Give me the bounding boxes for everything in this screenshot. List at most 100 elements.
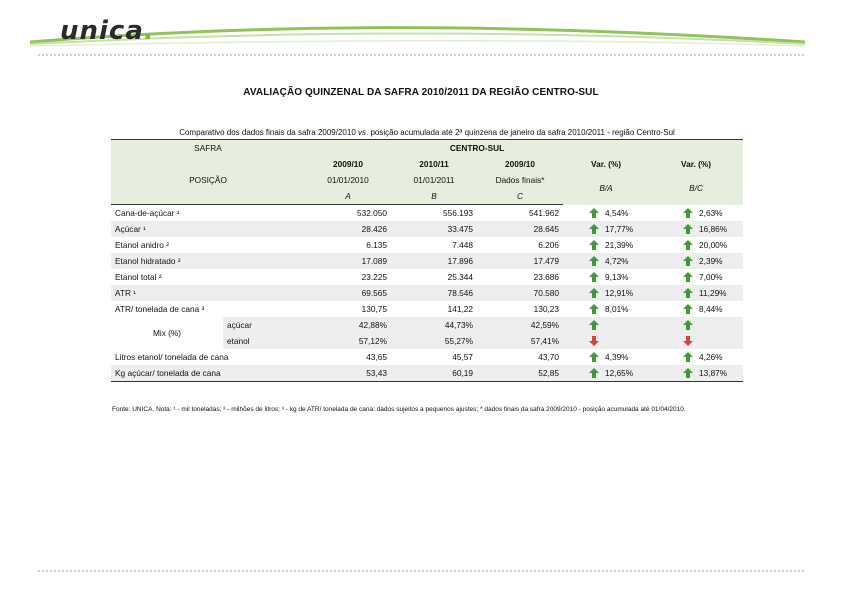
header-col-c-letter: C [477, 188, 564, 205]
value-b: 25.344 [447, 272, 474, 282]
table-body: Cana-de-açúcar ¹ 532.050 556.193 541.962 4,5… [111, 205, 744, 382]
arrow-up-icon [683, 320, 694, 330]
value-a: 17.089 [305, 253, 392, 269]
value-b: 44,73% [391, 317, 478, 333]
arrow-up-icon [683, 352, 694, 362]
row-label: ATR/ tonelada de cana ³ [115, 304, 205, 314]
value-a: 130,75 [361, 304, 388, 314]
value-b: 45,57 [452, 352, 474, 362]
var-b-a: 17,77% [563, 221, 650, 237]
var-b-c-value: 13,87% [699, 368, 728, 378]
header-swoosh-graphic [29, 26, 806, 47]
table-header: SAFRA CENTRO-SUL 2009/10 2010/11 2009/10… [111, 139, 744, 205]
table-caption: Comparativo dos dados finais da safra 20… [112, 128, 742, 137]
var-b-c: 7,00% [649, 269, 743, 285]
value-a: 57,12% [305, 333, 392, 349]
header-col-a-letter: A [305, 188, 392, 205]
var-b-c: 16,86% [649, 221, 744, 237]
caption-part2: . posição acumulada até 2ª quinzena de j… [366, 128, 675, 137]
unica-logo: unica. [60, 16, 155, 46]
value-a: 69.565 [305, 285, 392, 301]
value-a: 53,43 [305, 365, 392, 382]
var-b-a [563, 317, 650, 333]
var-b-c: 13,87% [649, 365, 744, 382]
var-b-c-value: 2,39% [699, 256, 723, 266]
var-b-c: 4,26% [649, 349, 743, 365]
page-title: AVALIAÇÃO QUINZENAL DA SAFRA 2010/2011 D… [243, 87, 599, 98]
arrow-up-icon [589, 368, 600, 378]
value-a: 23.225 [361, 272, 388, 282]
header-group: CENTRO-SUL [391, 139, 564, 156]
arrow-up-icon [683, 368, 694, 378]
header-var1: Var. (%) [563, 156, 650, 172]
value-b: 78.546 [391, 285, 478, 301]
var-b-a: 9,13% [563, 269, 649, 285]
header-col-b-date: 01/01/2011 [391, 172, 478, 188]
table-row: Cana-de-açúcar ¹ 532.050 556.193 541.962 4,5… [111, 205, 743, 222]
arrow-up-icon [589, 240, 600, 250]
header-col-c-date: Dados finais* [477, 172, 564, 188]
var-b-c-value: 20,00% [699, 240, 728, 250]
var-b-a: 12,91% [563, 285, 650, 301]
var-b-c-value: 16,86% [699, 224, 728, 234]
table-row: Etanol anidro ² 6.135 7.448 6.206 21,39% 20,0… [111, 237, 743, 253]
var-b-c-value: 4,26% [699, 352, 723, 362]
arrow-up-icon [589, 304, 600, 314]
header-col-b-letter: B [391, 188, 478, 205]
var-b-c-value: 2,63% [699, 207, 723, 218]
arrow-up-icon [683, 240, 694, 250]
value-c: 28.645 [477, 221, 564, 237]
header-var1-sub: B/A [563, 172, 650, 205]
row-label: Litros etanol/ tonelada de cana [115, 352, 229, 362]
top-dotted-divider [38, 54, 804, 56]
arrow-down-icon [589, 336, 600, 346]
var-b-c-value: 8,44% [699, 304, 723, 314]
value-a: 6.135 [366, 240, 388, 250]
var-b-a-value: 9,13% [605, 272, 629, 282]
var-b-a-value: 21,39% [605, 240, 634, 250]
var-b-a: 21,39% [563, 237, 649, 253]
logo-text: unica [60, 16, 144, 46]
var-b-a: 12,65% [563, 365, 650, 382]
mix-row-label: etanol [223, 333, 306, 349]
arrow-up-icon [683, 288, 694, 298]
var-b-c-value: 11,29% [699, 288, 727, 298]
var-b-c [649, 333, 744, 349]
bottom-dotted-divider [38, 570, 804, 572]
header-col-a-date: 01/01/2010 [305, 172, 392, 188]
header-posicao: POSIÇÃO [111, 172, 306, 188]
var-b-c: 8,44% [649, 301, 743, 317]
mix-row-label: açúcar [223, 317, 306, 333]
var-b-a: 4,54% [563, 205, 649, 222]
var-b-c [649, 317, 744, 333]
value-b: 60,19 [391, 365, 478, 382]
header-var2: Var. (%) [649, 156, 744, 172]
header-safra: SAFRA [111, 139, 306, 156]
var-b-a: 4,39% [563, 349, 649, 365]
header-row-4: A B C [111, 188, 743, 205]
header-col-b-year: 2010/11 [391, 156, 478, 172]
arrow-up-icon [589, 288, 600, 298]
arrow-up-icon [589, 320, 600, 330]
table-row-mix: etanol 57,12% 55,27% 57,41% [111, 333, 744, 349]
table-row: Kg açúcar/ tonelada de cana 53,43 60,19 52,… [111, 365, 744, 382]
row-label: Kg açúcar/ tonelada de cana [111, 365, 306, 382]
arrow-up-icon [683, 272, 694, 282]
var-b-c: 2,63% [649, 205, 743, 222]
header-col-c-year: 2009/10 [477, 156, 564, 172]
arrow-up-icon [589, 256, 600, 266]
arrow-up-icon [683, 304, 694, 314]
value-b: 556.193 [443, 208, 474, 218]
value-c: 541.962 [529, 208, 560, 218]
value-b: 33.475 [391, 221, 478, 237]
harvest-comparison-table: SAFRA CENTRO-SUL 2009/10 2010/11 2009/10… [111, 139, 744, 382]
var-b-a: 8,01% [563, 301, 649, 317]
value-a: 42,88% [305, 317, 392, 333]
var-b-c-value: 7,00% [699, 272, 723, 282]
var-b-c: 20,00% [649, 237, 743, 253]
value-c: 43,70 [538, 352, 560, 362]
row-label: Etanol anidro ² [115, 240, 169, 250]
header-col-a-year: 2009/10 [305, 156, 392, 172]
var-b-a: 4,72% [563, 253, 650, 269]
caption-vs: vs [358, 128, 366, 137]
